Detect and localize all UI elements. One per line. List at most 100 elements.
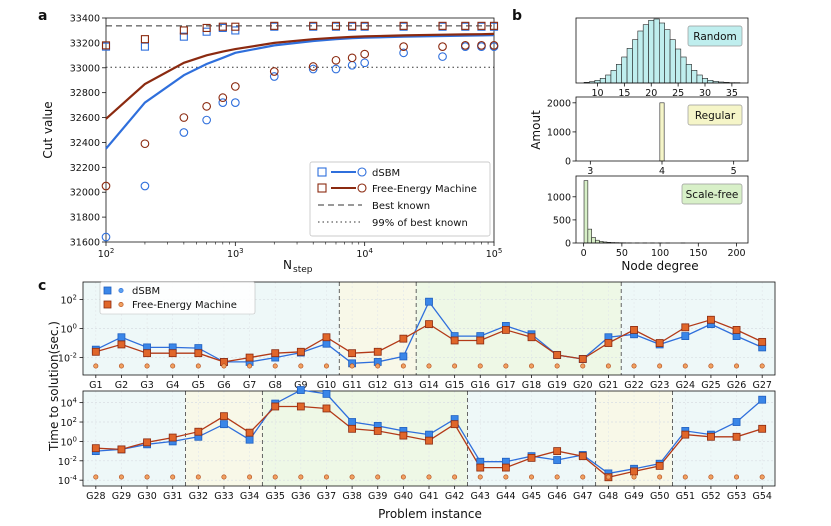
dsbm-tts-point <box>553 456 562 464</box>
fem-tts-point <box>732 432 741 441</box>
fem-baseline-dot <box>323 474 329 480</box>
fem-tts-point <box>476 336 485 345</box>
histogram-bar <box>659 102 665 162</box>
legend-dsbm-square-icon <box>317 167 327 177</box>
legend-c-fem-label: Free-Energy Machine <box>132 300 237 311</box>
fem-tts-point <box>604 339 613 347</box>
fem-tts-point <box>450 420 459 429</box>
fem-mean-line <box>105 32 495 120</box>
histogram-bar <box>675 48 682 84</box>
panel-b-ylabel: Amout <box>529 110 543 150</box>
histogram-bar <box>659 22 665 84</box>
a-ytick-label: 33000 <box>70 63 100 74</box>
histogram-frame <box>575 17 749 84</box>
panel-c-legend: dSBM Free-Energy Machine <box>99 281 256 315</box>
fem-tts-point <box>578 452 587 461</box>
fem-tts-point <box>168 433 177 442</box>
c-xtick-label: G29 <box>112 491 131 502</box>
b-xtick-label: 3 <box>587 166 593 177</box>
fem-max-point <box>101 41 111 50</box>
c-ytick-label: 10-2 <box>58 352 77 365</box>
b-xtick-label: 4 <box>659 166 665 177</box>
c-ytick-label: 100 <box>60 323 77 336</box>
fem-baseline-dot <box>477 363 483 369</box>
fem-max-point <box>140 35 149 44</box>
fem-min-point <box>331 55 341 65</box>
a-ytick-label: 32800 <box>70 88 100 99</box>
fem-baseline-dot <box>682 363 688 369</box>
c-xtick-label: G10 <box>317 380 336 391</box>
dsbm-min-point <box>399 48 408 58</box>
dsbm-tts-point <box>322 389 331 398</box>
histogram-bar <box>664 29 671 84</box>
legend-99pct-label: 99% of best known <box>372 218 468 229</box>
histogram-label-box <box>687 25 743 47</box>
c-xtick-label: G16 <box>471 380 490 391</box>
fem-tts-point <box>348 349 357 358</box>
fem-tts-point <box>271 402 280 411</box>
c-ytick-label: 10-2 <box>58 455 77 468</box>
a-ytick-label: 32000 <box>70 188 100 199</box>
dsbm-tts-point <box>117 333 126 342</box>
c-xtick-label: G25 <box>701 380 720 391</box>
group-band <box>621 282 775 375</box>
fem-max-point <box>202 23 211 33</box>
fem-min-point <box>140 139 150 149</box>
fem-baseline-dot <box>426 474 432 480</box>
c-xtick-label: G44 <box>496 491 515 502</box>
group-band <box>672 391 775 486</box>
c-xtick-label: G54 <box>752 491 771 502</box>
fem-tts-point <box>655 461 664 470</box>
fem-max-point <box>218 22 227 31</box>
fem-baseline-dot <box>734 474 740 480</box>
c-ytick-label: 104 <box>60 397 77 410</box>
fem-tts-point <box>501 463 510 472</box>
fem-baseline-dot <box>195 363 201 369</box>
fem-tts-point <box>168 349 177 358</box>
fem-baseline-dot <box>118 474 124 480</box>
c-xtick-label: G1 <box>89 380 102 391</box>
c-xtick-label: G48 <box>599 491 618 502</box>
b-xtick-label: 200 <box>727 248 745 259</box>
b-ytick-label: 0 <box>565 157 571 168</box>
legend-dsbm-circle-icon <box>357 167 367 177</box>
c-xtick-label: G24 <box>676 380 695 391</box>
c-xtick-label: G6 <box>217 380 230 391</box>
panel-a-xlabel-sub: step <box>293 265 313 275</box>
c-xtick-label: G17 <box>496 380 515 391</box>
fem-min-point <box>360 49 370 59</box>
fem-baseline-dot <box>170 363 176 369</box>
a-ytick-label: 32400 <box>70 138 100 149</box>
histogram-bar <box>637 30 644 84</box>
histogram-frame <box>575 175 749 244</box>
fem-tts-point <box>143 438 151 447</box>
c-ytick-label: 102 <box>60 293 77 306</box>
fem-tts-point <box>373 427 382 435</box>
fem-max-point <box>461 21 470 30</box>
dsbm-min-point <box>269 72 279 81</box>
fem-min-point <box>230 82 240 91</box>
histogram-bar <box>685 64 692 84</box>
c-xtick-label: G32 <box>189 491 208 502</box>
fem-baseline-dot <box>323 363 329 369</box>
fem-max-point <box>231 22 240 31</box>
fem-baseline-dot <box>759 363 765 369</box>
dsbm-tts-point <box>322 339 331 348</box>
fem-baseline-dot <box>298 474 304 480</box>
dsbm-min-point <box>202 115 211 125</box>
b-xtick-label: 5 <box>731 166 737 177</box>
fem-baseline-dot <box>452 363 458 369</box>
fem-tts-point <box>399 431 408 440</box>
fem-min-point <box>101 181 111 191</box>
fem-baseline-dot <box>93 363 99 369</box>
histogram-bar <box>591 237 596 244</box>
histogram-bar <box>653 18 660 84</box>
fem-baseline-dot <box>503 474 509 480</box>
fem-baseline-dot <box>682 474 688 480</box>
fem-baseline-dot <box>349 474 355 480</box>
c-xtick-label: G12 <box>368 380 387 391</box>
histogram-bar <box>621 56 628 84</box>
fem-baseline-dot <box>118 363 124 369</box>
b-xtick-label: 0 <box>581 248 587 259</box>
histogram-label: Regular <box>695 110 736 122</box>
